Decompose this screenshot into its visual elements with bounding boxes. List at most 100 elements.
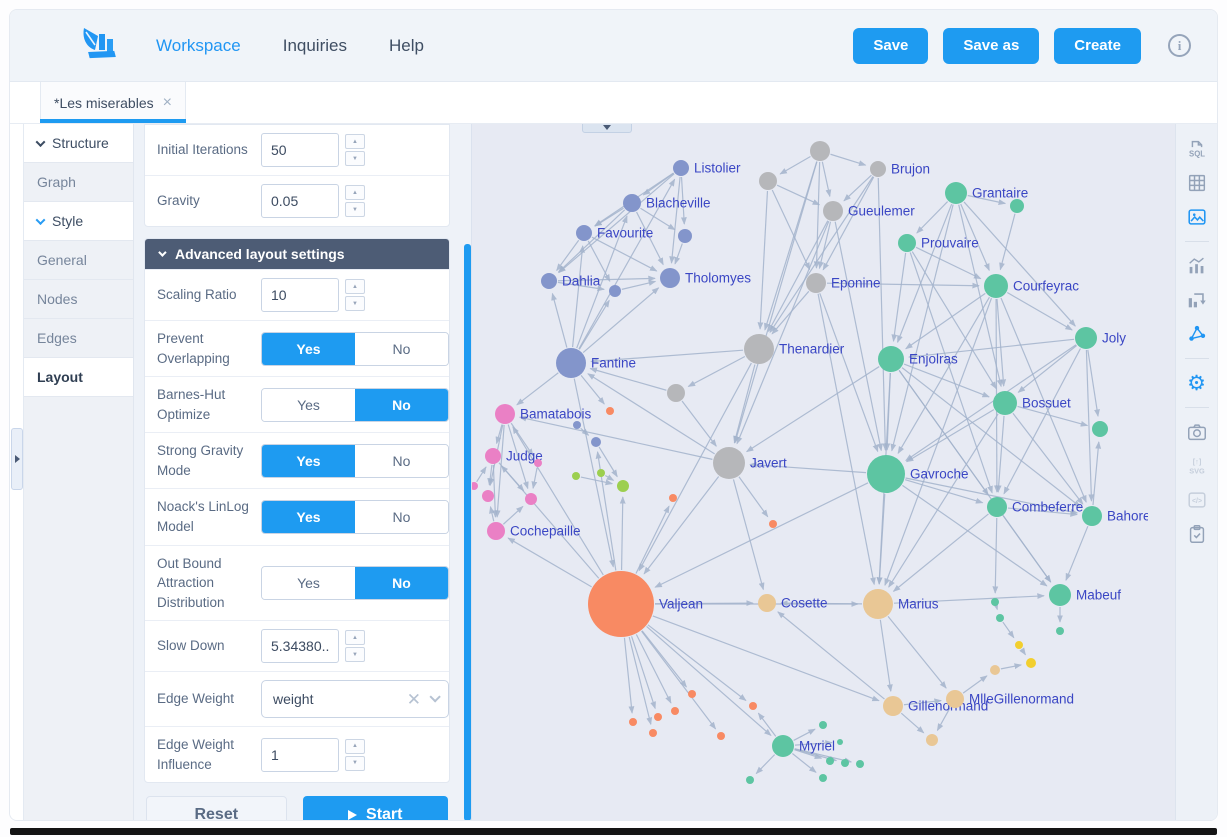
tab-close-icon[interactable]: × xyxy=(162,93,172,111)
network-icon[interactable] xyxy=(1185,322,1209,346)
graph-node[interactable] xyxy=(810,141,830,161)
scrollbar-thumb[interactable] xyxy=(464,244,471,820)
toggle-no[interactable]: No xyxy=(355,566,448,599)
graph-node-combeferre[interactable] xyxy=(987,497,1007,517)
save-button[interactable]: Save xyxy=(853,27,929,64)
clipboard-check-icon[interactable] xyxy=(1185,522,1209,546)
graph-node-tholomyes[interactable] xyxy=(660,268,680,288)
graph-node[interactable] xyxy=(826,757,834,765)
create-button[interactable]: Create xyxy=(1054,27,1141,64)
stepper-down-icon[interactable]: ▼ xyxy=(345,296,365,311)
graph-node[interactable] xyxy=(678,229,692,243)
graph-node[interactable] xyxy=(856,760,864,768)
graph-node[interactable] xyxy=(617,480,629,492)
sidebar-item-general[interactable]: General xyxy=(24,241,133,280)
graph-node-dahlia[interactable] xyxy=(541,273,557,289)
graph-node-valjean[interactable] xyxy=(588,571,654,637)
graph-node-enjolras[interactable] xyxy=(878,346,904,372)
graph-node-listolier[interactable] xyxy=(673,160,689,176)
graph-node[interactable] xyxy=(669,494,677,502)
camera-icon[interactable] xyxy=(1185,420,1209,444)
graph-node[interactable] xyxy=(841,759,849,767)
stepper-down-icon[interactable]: ▼ xyxy=(345,755,365,771)
stepper-up-icon[interactable]: ▲ xyxy=(345,279,365,294)
advanced-settings-header[interactable]: Advanced layout settings xyxy=(145,239,449,269)
graph-node-mabeuf[interactable] xyxy=(1049,584,1071,606)
toggle-no[interactable]: No xyxy=(355,444,448,477)
stepper-down-icon[interactable]: ▼ xyxy=(345,647,365,663)
graph-node-bamatabois[interactable] xyxy=(495,404,515,424)
graph-node[interactable] xyxy=(667,384,685,402)
graph-node[interactable] xyxy=(837,739,843,745)
info-icon[interactable]: i xyxy=(1168,34,1191,57)
graph-node[interactable] xyxy=(572,472,580,480)
graph-node-blacheville[interactable] xyxy=(623,194,641,212)
nav-workspace[interactable]: Workspace xyxy=(156,35,241,55)
pivot-icon[interactable] xyxy=(1185,288,1209,312)
graph-node-thenardier[interactable] xyxy=(744,334,774,364)
graph-node[interactable] xyxy=(1026,658,1036,668)
graph-node-judge[interactable] xyxy=(485,448,501,464)
graph-node[interactable] xyxy=(996,614,1004,622)
graph-node-favourite[interactable] xyxy=(576,225,592,241)
sidebar-item-nodes[interactable]: Nodes xyxy=(24,280,133,319)
graph-node[interactable] xyxy=(759,172,777,190)
tab-les-miserables[interactable]: *Les miserables × xyxy=(40,82,186,123)
gravity-input[interactable] xyxy=(261,184,339,218)
graph-node-gueulemer[interactable] xyxy=(823,201,843,221)
graph-node[interactable] xyxy=(1056,627,1064,635)
start-button[interactable]: Start xyxy=(302,796,448,820)
graph-node[interactable] xyxy=(990,665,1000,675)
sql-icon[interactable]: SQL xyxy=(1185,137,1209,161)
toggle-yes[interactable]: Yes xyxy=(262,566,355,599)
graph-node[interactable] xyxy=(525,493,537,505)
graph-node[interactable] xyxy=(534,459,542,467)
graph-node-cochepaille[interactable] xyxy=(487,522,505,540)
graph-node-joly[interactable] xyxy=(1075,327,1097,349)
toggle-no[interactable]: No xyxy=(355,332,448,365)
edge-weight-select[interactable]: weight ✕ xyxy=(261,680,449,719)
graph-canvas[interactable]: Listolier Brujon Blacheville Grantaire Favou… xyxy=(471,124,1175,820)
toggle-yes[interactable]: Yes xyxy=(262,332,355,365)
slow-down-input[interactable] xyxy=(261,629,339,664)
sidebar-item-structure[interactable]: Structure xyxy=(24,124,133,163)
graph-node-fantine[interactable] xyxy=(556,348,586,378)
graph-node-grantaire[interactable] xyxy=(945,182,967,204)
graph-node-gavroche[interactable] xyxy=(867,455,905,493)
graph-node[interactable] xyxy=(991,598,999,606)
nav-inquiries[interactable]: Inquiries xyxy=(282,35,347,55)
graph-node-brujon[interactable] xyxy=(870,161,886,177)
graph-node[interactable] xyxy=(717,732,725,740)
graph-node[interactable] xyxy=(573,421,581,429)
image-icon[interactable] xyxy=(1185,205,1209,229)
toggle-no[interactable]: No xyxy=(355,500,448,533)
reset-button[interactable]: Reset xyxy=(146,796,287,820)
sidebar-item-style[interactable]: Style xyxy=(24,202,133,241)
graph-node-courfeyrac[interactable] xyxy=(984,274,1008,298)
graph-node[interactable] xyxy=(609,285,621,297)
stepper-up-icon[interactable]: ▲ xyxy=(345,185,365,200)
scaling-ratio-input[interactable] xyxy=(261,278,339,312)
gear-icon[interactable]: ⚙ xyxy=(1187,371,1206,395)
save-as-button[interactable]: Save as xyxy=(943,27,1040,64)
graph-node-cosette[interactable] xyxy=(758,594,776,612)
graph-node[interactable] xyxy=(606,407,614,415)
graph-node-myriel[interactable] xyxy=(772,735,794,757)
toggle-yes[interactable]: Yes xyxy=(262,388,355,421)
edge-weight-influence-input[interactable] xyxy=(261,737,339,772)
graph-node-bossuet[interactable] xyxy=(993,391,1017,415)
graph-node[interactable] xyxy=(654,713,662,721)
graph-node[interactable] xyxy=(1092,421,1108,437)
stepper-down-icon[interactable]: ▼ xyxy=(345,202,365,217)
graph-node-prouvaire[interactable] xyxy=(898,234,916,252)
toggle-yes[interactable]: Yes xyxy=(262,500,355,533)
graph-node[interactable] xyxy=(591,437,601,447)
sidebar-item-layout[interactable]: Layout xyxy=(24,358,133,397)
graph-node[interactable] xyxy=(482,490,494,502)
graph-node[interactable] xyxy=(819,774,827,782)
clear-selection-icon[interactable]: ✕ xyxy=(406,689,421,709)
graph-node[interactable] xyxy=(1015,641,1023,649)
graph-node[interactable] xyxy=(649,729,657,737)
graph-node[interactable] xyxy=(1010,199,1024,213)
graph-node-javert[interactable] xyxy=(713,447,745,479)
